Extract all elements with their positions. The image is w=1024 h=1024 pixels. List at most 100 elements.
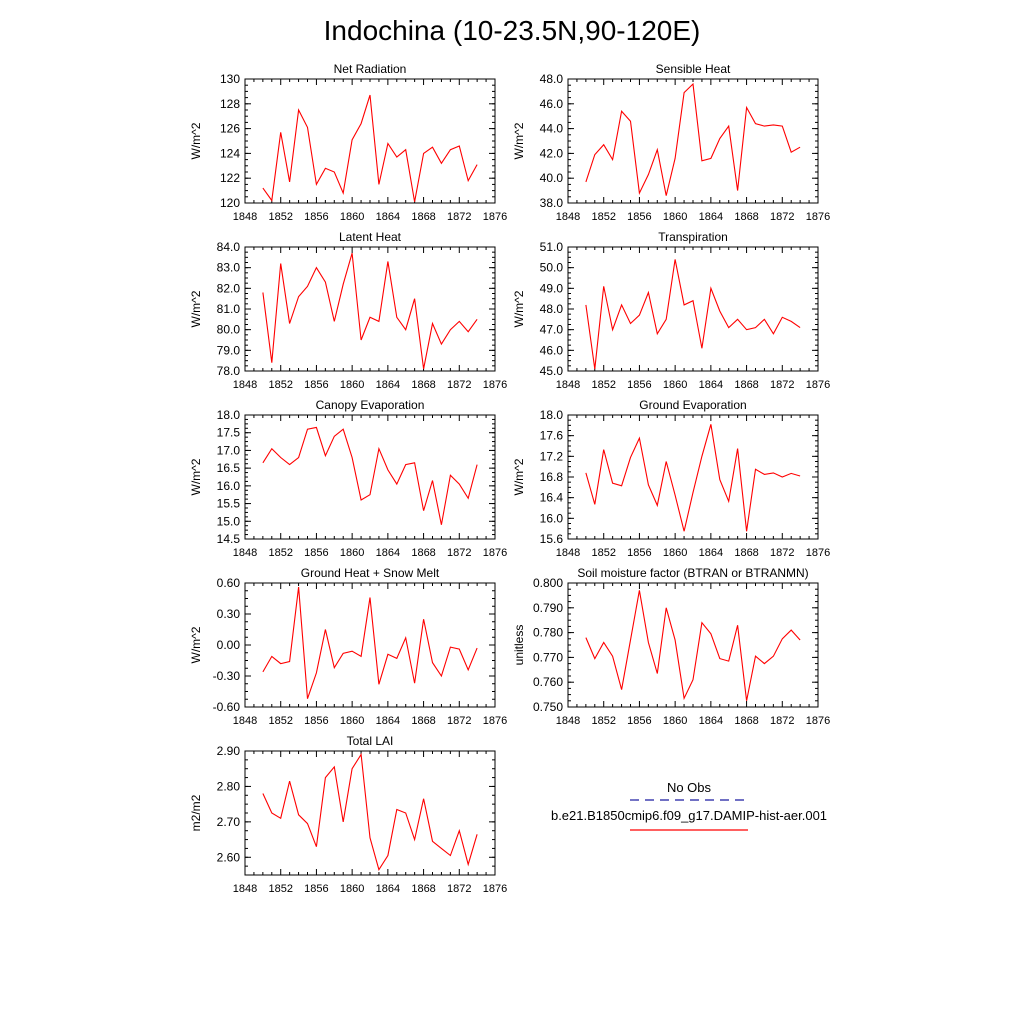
x-tick-label: 1856 (627, 547, 651, 559)
y-tick-label: 2.90 (217, 744, 241, 758)
x-tick-label: 1876 (806, 715, 830, 727)
x-tick-label: 1860 (340, 715, 364, 727)
series-line-net-radiation (262, 94, 478, 202)
y-tick-label: 14.5 (217, 532, 241, 546)
x-tick-label: 1860 (663, 379, 687, 391)
y-tick-label: 16.4 (540, 491, 564, 505)
x-tick-label: 1848 (233, 211, 257, 223)
plot-frame (244, 246, 496, 372)
x-tick-label: 1872 (770, 715, 794, 727)
y-tick-label: 120 (220, 196, 240, 210)
y-axis-label: W/m^2 (512, 122, 526, 159)
x-tick-label: 1852 (268, 547, 292, 559)
x-tick-label: 1864 (699, 547, 723, 559)
y-tick-label: 18.0 (217, 408, 241, 422)
panel-canopy-evaporation: Canopy Evaporation W/m^2 1848 1852 1856 1860 1… (189, 398, 507, 559)
x-tick-label: 1868 (411, 883, 435, 895)
y-tick-label: 78.0 (217, 364, 241, 378)
y-tick-label: 79.0 (217, 343, 241, 357)
x-tick-label: 1864 (376, 211, 400, 223)
x-tick-label: 1848 (233, 547, 257, 559)
y-tick-label: 2.70 (217, 815, 241, 829)
series-line-soil-moisture-factor-btran-or-btranmn (585, 590, 801, 701)
x-tick-label: 1864 (376, 715, 400, 727)
x-tick-label: 1868 (734, 547, 758, 559)
x-tick-label: 1868 (734, 379, 758, 391)
y-tick-label: 49.0 (540, 281, 564, 295)
x-tick-label: 1860 (340, 547, 364, 559)
y-tick-label: 50.0 (540, 261, 564, 275)
y-tick-label: 17.2 (540, 449, 564, 463)
x-tick-label: 1872 (447, 715, 471, 727)
x-tick-label: 1848 (556, 715, 580, 727)
x-tick-label: 1860 (340, 379, 364, 391)
x-tick-label: 1876 (483, 883, 507, 895)
x-tick-label: 1856 (304, 715, 328, 727)
y-tick-label: 47.0 (540, 323, 564, 337)
y-tick-label: 15.0 (217, 514, 241, 528)
y-tick-label: 51.0 (540, 240, 564, 254)
x-tick-label: 1868 (411, 379, 435, 391)
y-tick-label: 0.60 (217, 576, 241, 590)
y-tick-label: 0.750 (533, 700, 563, 714)
x-tick-label: 1876 (483, 715, 507, 727)
y-tick-label: 48.0 (540, 302, 564, 316)
x-tick-label: 1856 (304, 883, 328, 895)
y-tick-label: -0.60 (213, 700, 241, 714)
panel-title: Ground Evaporation (639, 398, 746, 412)
x-tick-label: 1868 (411, 211, 435, 223)
y-tick-label: 122 (220, 171, 240, 185)
y-tick-label: 46.0 (540, 343, 564, 357)
x-tick-label: 1852 (268, 715, 292, 727)
x-tick-label: 1848 (233, 379, 257, 391)
panel-title: Soil moisture factor (BTRAN or BTRANMN) (577, 566, 808, 580)
x-tick-label: 1860 (340, 883, 364, 895)
y-tick-label: 0.800 (533, 576, 563, 590)
x-tick-label: 1872 (447, 547, 471, 559)
panel-title: Ground Heat + Snow Melt (301, 566, 440, 580)
series-line-latent-heat (262, 253, 478, 370)
x-tick-label: 1856 (627, 211, 651, 223)
x-tick-label: 1876 (483, 379, 507, 391)
x-tick-label: 1864 (699, 379, 723, 391)
y-tick-label: 15.5 (217, 497, 241, 511)
x-tick-label: 1872 (447, 379, 471, 391)
y-tick-label: 80.0 (217, 323, 241, 337)
x-tick-label: 1860 (663, 211, 687, 223)
x-tick-label: 1852 (591, 715, 615, 727)
x-tick-label: 1856 (304, 211, 328, 223)
y-tick-label: 2.60 (217, 850, 241, 864)
x-tick-label: 1868 (734, 715, 758, 727)
y-tick-label: 16.8 (540, 470, 564, 484)
x-tick-label: 1856 (627, 715, 651, 727)
y-axis-label: W/m^2 (189, 458, 203, 495)
legend-label-no-obs: No Obs (667, 780, 712, 795)
x-tick-label: 1876 (483, 547, 507, 559)
y-tick-label: -0.30 (213, 669, 241, 683)
x-tick-label: 1852 (268, 883, 292, 895)
x-tick-label: 1876 (806, 547, 830, 559)
y-tick-label: 44.0 (540, 122, 564, 136)
panels: Net Radiation W/m^2 1848 1852 1856 1860 1864 18… (189, 62, 830, 895)
x-tick-label: 1852 (591, 547, 615, 559)
y-tick-label: 42.0 (540, 146, 564, 160)
x-tick-label: 1860 (663, 547, 687, 559)
x-tick-label: 1864 (699, 715, 723, 727)
y-tick-label: 16.5 (217, 461, 241, 475)
y-tick-label: 38.0 (540, 196, 564, 210)
x-tick-label: 1872 (447, 211, 471, 223)
x-tick-label: 1852 (268, 211, 292, 223)
series-line-canopy-evaporation (262, 426, 478, 525)
x-tick-label: 1856 (627, 379, 651, 391)
legend-label-case: b.e21.B1850cmip6.f09_g17.DAMIP-hist-aer.… (551, 808, 827, 823)
y-tick-label: 18.0 (540, 408, 564, 422)
x-tick-label: 1848 (556, 211, 580, 223)
x-tick-label: 1860 (663, 715, 687, 727)
y-tick-label: 48.0 (540, 72, 564, 86)
panel-title: Canopy Evaporation (316, 398, 425, 412)
series-line-ground-heat-snow-melt (262, 587, 478, 699)
x-tick-label: 1848 (556, 379, 580, 391)
y-tick-label: 130 (220, 72, 240, 86)
y-tick-label: 0.30 (217, 607, 241, 621)
x-tick-label: 1868 (411, 547, 435, 559)
